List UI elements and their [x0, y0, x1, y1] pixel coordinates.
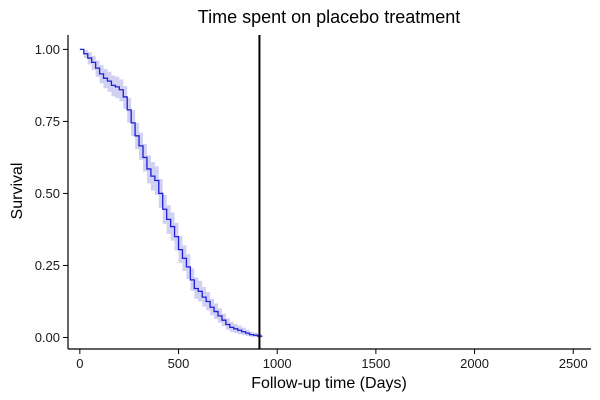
- survival-curve: [79, 48, 263, 337]
- y-tick-label: 0.25: [35, 258, 60, 273]
- survival-line-layer: [79, 48, 263, 337]
- chart-title: Time spent on placebo treatment: [198, 7, 460, 27]
- x-tick-label: 2000: [460, 356, 489, 371]
- x-tick-label: 500: [168, 356, 190, 371]
- x-tick-label: 2500: [559, 356, 588, 371]
- y-ticks: 0.00 0.25 0.50 0.75 1.00: [35, 42, 68, 345]
- confidence-ribbon: [79, 49, 264, 338]
- y-tick-label: 0.50: [35, 186, 60, 201]
- y-tick-label: 1.00: [35, 42, 60, 57]
- y-axis-label: Survival: [9, 163, 26, 220]
- confidence-ribbon-layer: [79, 49, 264, 338]
- x-ticks: 0 500 1000 1500 2000 2500: [76, 349, 588, 371]
- y-tick-label: 0.75: [35, 114, 60, 129]
- x-tick-label: 1500: [361, 356, 390, 371]
- x-tick-label: 1000: [263, 356, 292, 371]
- x-tick-label: 0: [76, 356, 83, 371]
- x-axis-label: Follow-up time (Days): [251, 375, 407, 392]
- y-tick-label: 0.00: [35, 330, 60, 345]
- axes-layer: [67, 35, 591, 350]
